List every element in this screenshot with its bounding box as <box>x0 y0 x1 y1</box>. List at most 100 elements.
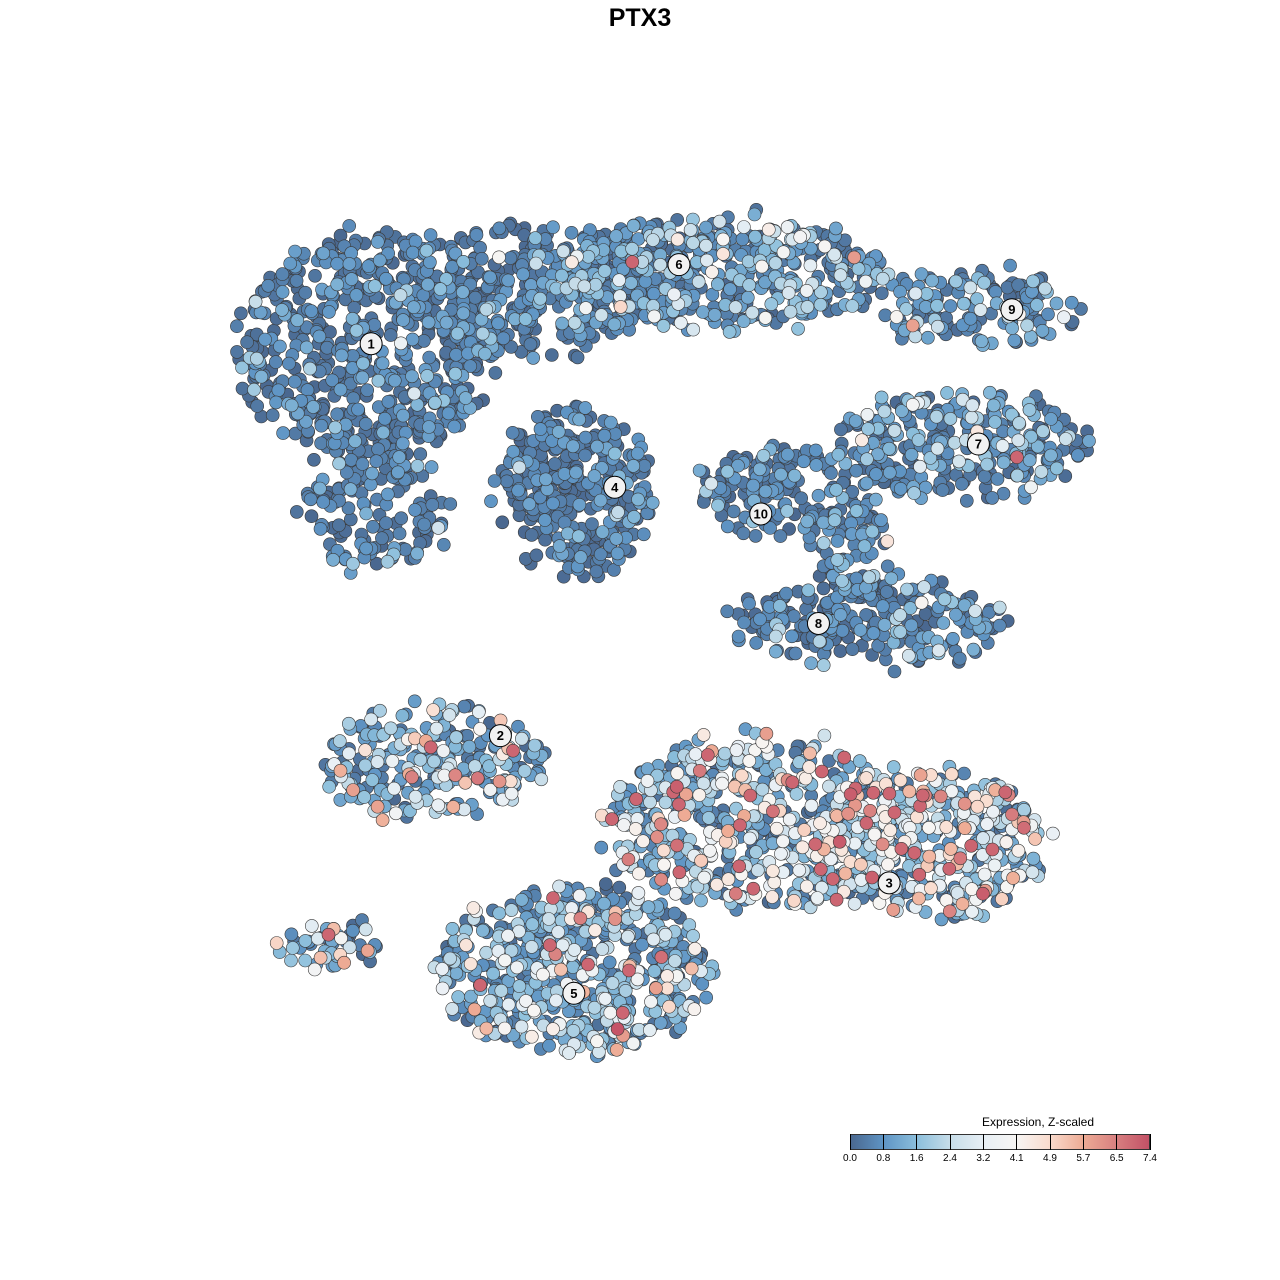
cell-point <box>428 395 442 410</box>
cell-point <box>964 838 979 853</box>
cell-point <box>275 285 290 299</box>
cell-point <box>546 1022 560 1036</box>
cell-point <box>345 923 360 938</box>
cell-point <box>914 595 929 610</box>
cell-point <box>952 651 967 666</box>
cell-point <box>356 356 370 371</box>
cell-point <box>780 220 795 234</box>
cell-point <box>886 760 901 774</box>
cell-point <box>394 336 408 351</box>
cell-point <box>1005 807 1019 822</box>
cell-point <box>389 806 403 821</box>
cell-point <box>505 425 520 440</box>
cluster-label-5: 5 <box>562 981 586 1005</box>
cell-point <box>498 953 512 968</box>
cell-point <box>799 879 814 894</box>
cell-point <box>511 483 526 498</box>
cell-point <box>422 420 436 434</box>
cell-point <box>621 852 636 867</box>
cell-point <box>912 867 927 882</box>
cell-point <box>484 494 498 509</box>
cell-point <box>804 656 818 671</box>
cell-point <box>524 1029 539 1044</box>
cell-point <box>756 448 771 463</box>
cell-point <box>776 834 790 849</box>
cell-point <box>630 446 645 461</box>
cell-point <box>393 288 408 303</box>
cell-point <box>512 979 527 994</box>
cell-point <box>333 382 348 397</box>
cell-point <box>562 1046 576 1060</box>
cell-point <box>992 618 1007 633</box>
cell-point <box>612 880 627 895</box>
cell-point <box>749 845 763 859</box>
cell-point <box>667 287 681 302</box>
cell-point <box>721 872 736 887</box>
cell-point <box>552 879 566 894</box>
cell-point <box>686 236 700 250</box>
cell-point <box>816 658 831 673</box>
cell-point <box>816 536 831 550</box>
cell-point <box>1010 468 1025 483</box>
cell-point <box>410 546 425 561</box>
cell-point <box>425 497 440 512</box>
cell-point <box>650 830 664 844</box>
cell-point <box>598 877 613 891</box>
cell-point <box>405 369 419 384</box>
cell-point <box>697 870 712 885</box>
cell-point <box>544 348 559 362</box>
cell-point <box>765 864 780 878</box>
cell-point <box>733 818 747 833</box>
cell-point <box>953 851 968 866</box>
cell-point <box>782 812 797 827</box>
cell-point <box>977 867 992 882</box>
cell-point <box>904 618 919 633</box>
cell-point <box>849 504 864 518</box>
cell-point <box>364 712 378 727</box>
cell-point <box>607 317 622 332</box>
cell-point <box>486 966 501 981</box>
cell-point <box>365 773 380 787</box>
cell-point <box>1003 258 1017 273</box>
cell-point <box>483 993 498 1008</box>
cell-point <box>590 1034 604 1048</box>
cell-point <box>728 886 743 901</box>
cell-point <box>365 466 379 481</box>
cell-point <box>1023 329 1038 344</box>
cell-point <box>736 526 751 541</box>
cell-point <box>768 256 783 270</box>
cell-point <box>326 552 340 567</box>
cell-point <box>902 784 917 799</box>
cell-point <box>275 267 290 281</box>
cell-point <box>534 772 549 787</box>
cell-point <box>879 585 894 599</box>
legend-tick <box>882 1134 884 1150</box>
cluster-label-text: 4 <box>611 480 619 495</box>
cell-point <box>758 311 773 325</box>
cell-point <box>449 966 464 981</box>
cell-point <box>597 428 612 443</box>
cell-point <box>581 957 595 972</box>
cell-point <box>395 436 410 451</box>
cell-point <box>287 374 302 389</box>
cell-point <box>342 257 357 271</box>
cell-point <box>358 922 373 937</box>
cell-point <box>930 298 944 313</box>
cell-point <box>720 519 735 534</box>
cell-point <box>392 526 407 541</box>
cell-point <box>977 469 992 484</box>
cluster-label-text: 2 <box>497 728 504 743</box>
cell-point <box>752 462 767 477</box>
cell-point <box>970 799 985 814</box>
cell-point <box>408 789 423 804</box>
cell-point <box>628 822 643 836</box>
cell-point <box>694 853 708 868</box>
cell-point <box>769 821 784 836</box>
cell-point <box>587 469 602 483</box>
cell-point <box>959 493 974 508</box>
cell-point <box>459 938 473 952</box>
cell-point <box>692 463 707 478</box>
cell-point <box>804 798 819 813</box>
cell-point <box>789 787 804 801</box>
cell-point <box>321 927 336 942</box>
